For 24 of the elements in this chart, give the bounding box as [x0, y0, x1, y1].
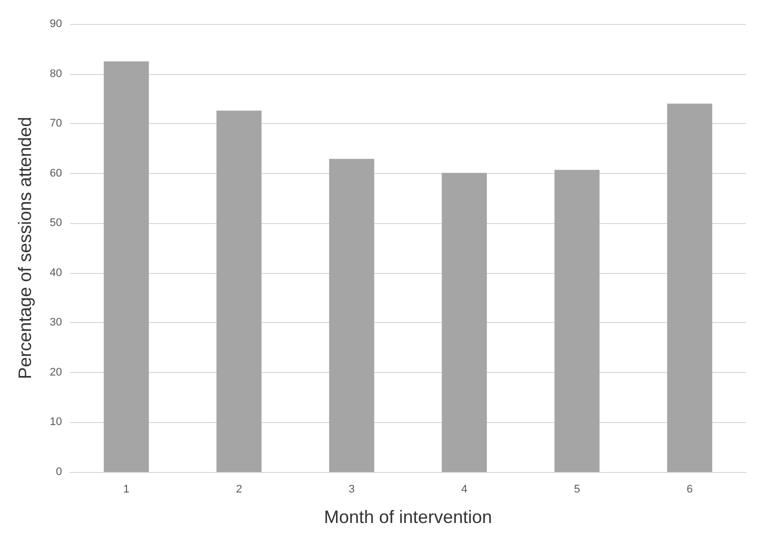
bar: [329, 158, 374, 472]
y-tick-label: 20: [50, 366, 62, 378]
y-tick-label: 70: [50, 118, 62, 130]
y-tick-label: 60: [50, 167, 62, 180]
x-tick-label: 2: [236, 484, 242, 496]
x-tick-label: 3: [348, 484, 355, 496]
bar: [667, 104, 712, 472]
y-axis-title: Percentage of sessions attended: [15, 116, 35, 380]
x-tick-label: 1: [123, 484, 130, 496]
y-tick-label: 30: [50, 316, 62, 329]
bar: [216, 110, 262, 472]
bar: [554, 170, 600, 472]
bar: [442, 172, 487, 472]
y-tick-label: 80: [50, 68, 62, 80]
y-tick-label: 50: [50, 217, 62, 230]
y-tick-label: 90: [50, 18, 62, 30]
bar: [104, 61, 149, 472]
x-tick-label: 5: [574, 484, 580, 496]
x-tick-label: 4: [461, 484, 468, 496]
x-tick-label: 6: [686, 484, 693, 496]
x-axis-title: Month of intervention: [324, 507, 492, 527]
y-tick-label: 0: [56, 466, 62, 478]
y-tick-label: 40: [50, 266, 62, 279]
y-tick-label: 10: [50, 416, 62, 428]
